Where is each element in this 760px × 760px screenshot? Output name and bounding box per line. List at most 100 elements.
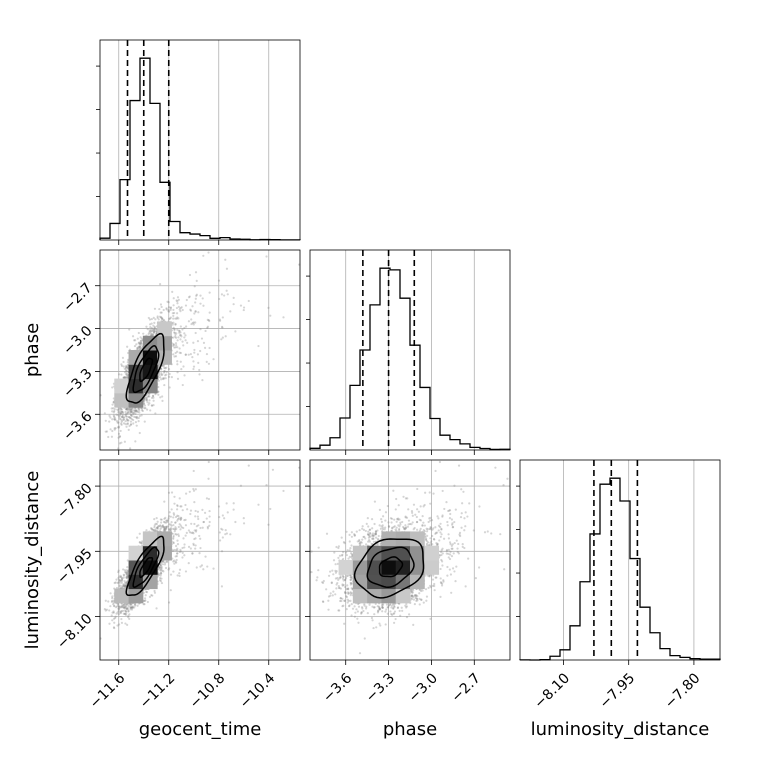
sample-point — [174, 322, 177, 326]
sample-point — [113, 621, 116, 624]
sample-point — [115, 420, 119, 423]
sample-point — [181, 546, 184, 550]
sample-point — [117, 570, 120, 574]
sample-point — [125, 415, 128, 418]
sample-point — [143, 420, 146, 423]
sample-point — [201, 508, 204, 511]
sample-point — [144, 407, 147, 410]
sample-point — [179, 334, 182, 337]
sample-point — [167, 310, 171, 313]
sample-point — [165, 308, 168, 311]
sample-point — [148, 402, 151, 405]
sample-point — [187, 353, 190, 356]
sample-point — [153, 328, 156, 331]
sample-point — [190, 522, 193, 525]
sample-point — [172, 326, 175, 329]
sample-point — [174, 317, 177, 320]
sample-point — [199, 349, 202, 353]
sample-point — [121, 416, 124, 419]
sample-point — [124, 408, 128, 411]
sample-point — [179, 351, 182, 355]
sample-point — [124, 366, 128, 369]
sample-point — [123, 416, 126, 419]
sample-point — [189, 512, 192, 516]
sample-point — [194, 331, 197, 335]
sample-point — [145, 398, 149, 402]
sample-point — [148, 329, 151, 332]
sample-point — [160, 305, 163, 309]
sample-point — [176, 350, 179, 353]
sample-point — [183, 374, 186, 377]
sample-point — [192, 365, 196, 368]
sample-point — [133, 339, 136, 342]
sample-point — [217, 279, 221, 282]
sample-point — [205, 352, 209, 356]
sample-point — [207, 318, 210, 322]
sample-point — [153, 517, 156, 521]
sample-point — [111, 386, 114, 389]
sample-point — [156, 316, 159, 319]
sample-point — [163, 383, 166, 387]
sample-point — [171, 312, 174, 315]
sample-point — [265, 484, 268, 487]
sample-point — [123, 376, 127, 379]
sample-point — [176, 574, 179, 577]
sample-point — [192, 341, 195, 344]
sample-point — [133, 411, 136, 414]
sample-point — [138, 431, 141, 435]
sample-point — [176, 296, 180, 299]
sample-point — [118, 435, 122, 438]
sample-point — [181, 551, 184, 554]
sample-point — [180, 367, 183, 371]
sample-point — [172, 304, 175, 307]
sample-point — [218, 515, 221, 519]
sample-point — [183, 326, 186, 330]
sample-point — [234, 520, 237, 524]
sample-point — [163, 500, 166, 503]
sample-point — [171, 290, 174, 293]
sample-point — [200, 337, 204, 340]
sample-point — [199, 328, 202, 331]
sample-point — [208, 515, 211, 518]
sample-point — [128, 416, 132, 419]
sample-point — [229, 310, 232, 313]
sample-point — [153, 307, 157, 310]
sample-point — [199, 302, 202, 305]
sample-point — [197, 517, 200, 521]
sample-point — [162, 377, 165, 381]
sample-point — [159, 376, 162, 379]
sample-point — [117, 426, 120, 429]
sample-point — [132, 422, 135, 425]
sample-point — [124, 622, 127, 625]
sample-point — [239, 304, 243, 307]
sample-point — [232, 303, 235, 306]
sample-point — [183, 554, 186, 557]
sample-point — [124, 376, 127, 379]
sample-point — [120, 621, 124, 624]
sample-point — [179, 325, 182, 328]
sample-point — [194, 544, 197, 547]
sample-point — [194, 547, 197, 550]
sample-point — [179, 307, 182, 310]
sample-point — [234, 330, 237, 333]
sample-point — [164, 377, 167, 380]
sample-point — [104, 599, 107, 602]
sample-point — [127, 415, 130, 419]
sample-point — [199, 294, 202, 297]
sample-point — [136, 410, 139, 414]
sample-point — [108, 609, 111, 612]
sample-point — [172, 321, 175, 324]
sample-point — [153, 321, 156, 324]
sample-point — [207, 477, 210, 480]
sample-point — [138, 342, 142, 346]
sample-point — [134, 409, 137, 412]
sample-point — [145, 398, 148, 401]
sample-point — [191, 356, 194, 359]
sample-point — [151, 328, 154, 331]
sample-point — [176, 543, 180, 546]
sample-point — [129, 414, 133, 417]
sample-point — [154, 318, 157, 321]
histogram-step — [309, 267, 511, 451]
sample-point — [173, 331, 176, 334]
sample-point — [181, 556, 184, 559]
